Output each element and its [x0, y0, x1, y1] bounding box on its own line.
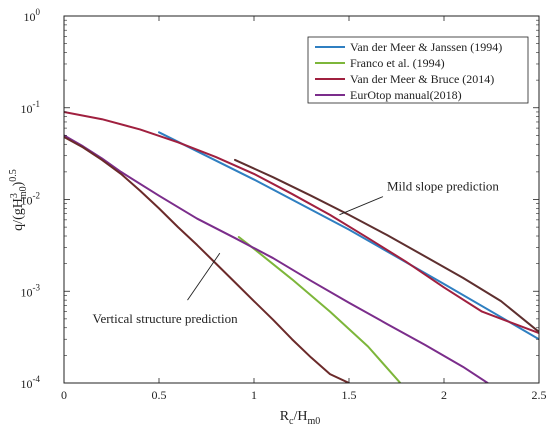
x-tick-label: 0.5 [152, 388, 167, 402]
y-tick-label: 10-4 [21, 374, 41, 391]
x-tick-label: 2 [441, 388, 447, 402]
x-tick-label: 0 [61, 388, 67, 402]
ticks-layer: 0 0.5 1 1.5 2 2.5 10-4 10-3 10-2 10-1 100 [21, 7, 547, 402]
series-layer [64, 110, 539, 383]
annotation-leader-0 [339, 196, 384, 216]
y-tick-label: 10-3 [21, 282, 41, 299]
x-axis-label: Rc/Hm0 [280, 409, 321, 427]
series-line-4 [64, 136, 350, 383]
x-tick-label: 1 [251, 388, 257, 402]
y-tick-label: 10-1 [21, 99, 41, 116]
series-line-5 [234, 158, 539, 333]
y-tick-label: 10-2 [21, 191, 41, 208]
annotation-text-0: Mild slope prediction [387, 179, 499, 194]
series-line-2 [64, 110, 539, 335]
annotation-layer: Mild slope prediction Vertical structure … [93, 179, 500, 326]
x-tick-label: 2.5 [532, 388, 547, 402]
legend-label-0: Van der Meer & Janssen (1994) [350, 40, 502, 54]
legend-label-3: EurOtop manual(2018) [350, 88, 462, 102]
annotation-text-1: Vertical structure prediction [93, 311, 239, 326]
y-tick-label: 100 [24, 7, 41, 24]
legend-label-1: Franco et al. (1994) [350, 56, 445, 70]
series-line-0 [158, 131, 539, 341]
legend-label-2: Van der Meer & Bruce (2014) [350, 72, 494, 86]
y-axis-label: q/(gH3m0)0.5 [8, 169, 29, 231]
annotation-leader-1 [187, 252, 221, 301]
series-line-3 [64, 134, 489, 383]
x-tick-label: 1.5 [342, 388, 357, 402]
legend: Van der Meer & Janssen (1994) Franco et a… [307, 36, 529, 104]
